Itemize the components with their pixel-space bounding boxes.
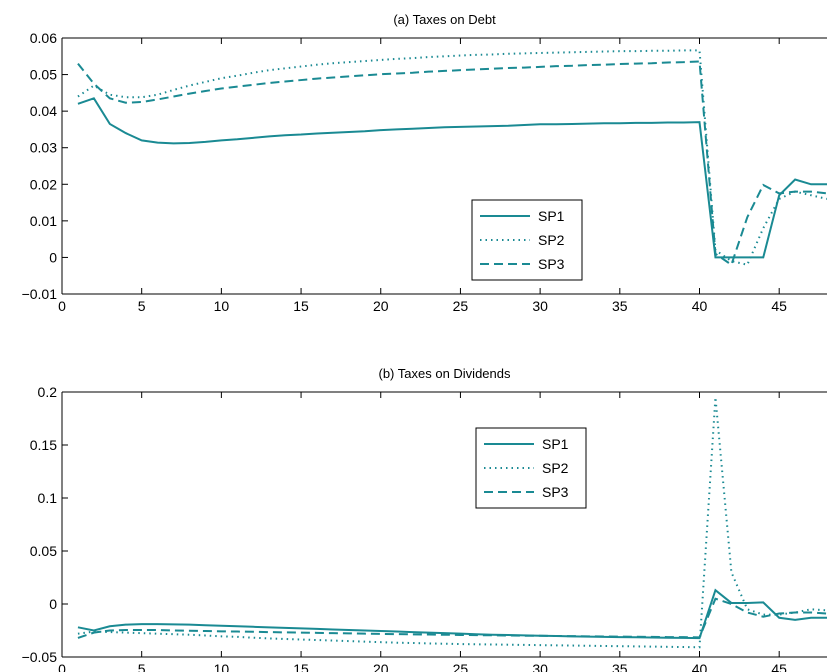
x-tick-label: 20 — [373, 661, 389, 672]
x-tick-label: 40 — [692, 298, 708, 314]
y-tick-label: −0.05 — [22, 649, 58, 665]
series-line-sp3 — [77, 60, 827, 267]
series-group — [77, 49, 827, 267]
x-tick-label: 20 — [373, 298, 389, 314]
x-tick-label: 40 — [692, 661, 708, 672]
y-tick-label: 0 — [49, 596, 57, 612]
y-tick-label: −0.01 — [22, 286, 58, 302]
series-line-sp1 — [77, 97, 827, 259]
y-tick-label: 0.2 — [38, 384, 58, 400]
legend-label-sp1: SP1 — [538, 208, 565, 224]
x-tick-label: 15 — [293, 661, 309, 672]
legend-label-sp1: SP1 — [542, 436, 569, 452]
x-tick-label: 5 — [138, 298, 146, 314]
x-tick-label: 30 — [532, 661, 548, 672]
x-tick-label: 45 — [771, 298, 787, 314]
legend: SP1 SP2 SP3 — [475, 427, 587, 509]
y-tick-label: 0.05 — [30, 67, 57, 83]
x-tick-label: 10 — [214, 661, 230, 672]
x-tick-label: 35 — [612, 298, 628, 314]
x-tick-label: 25 — [453, 298, 469, 314]
y-tick-label: 0.04 — [30, 103, 57, 119]
y-tick-label: 0.01 — [30, 213, 57, 229]
x-tick-label: 0 — [58, 298, 66, 314]
x-tick-label: 35 — [612, 661, 628, 672]
legend-box — [471, 199, 583, 281]
series-line-sp2 — [77, 397, 827, 649]
series-line-sp3 — [77, 597, 827, 639]
y-tick-label: 0.1 — [38, 490, 58, 506]
legend-label-sp2: SP2 — [542, 460, 569, 476]
series-group — [77, 397, 827, 649]
panel-taxes-on-dividends: (b) Taxes on Dividends 0 5 10 15 20 25 30 35 40 45… — [22, 366, 827, 672]
y-tick-label: 0.05 — [30, 543, 57, 559]
y-tick-label: 0.06 — [30, 30, 57, 46]
x-tick-label: 25 — [453, 661, 469, 672]
y-tick-label: 0.15 — [30, 437, 57, 453]
legend-label-sp3: SP3 — [538, 256, 565, 272]
y-tick-label: 0 — [49, 249, 57, 265]
y-tick-label: 0.02 — [30, 176, 57, 192]
chart-title: (b) Taxes on Dividends — [379, 366, 511, 381]
panel-taxes-on-debt: (a) Taxes on Debt 0 5 10 15 20 25 30 35 40 45 −0.01… — [22, 12, 827, 314]
x-tick-label: 45 — [771, 661, 787, 672]
x-tick-label: 5 — [138, 661, 146, 672]
legend-box — [475, 427, 587, 509]
x-tick-label: 10 — [214, 298, 230, 314]
series-line-sp2 — [77, 49, 827, 266]
legend-label-sp3: SP3 — [542, 484, 569, 500]
legend-label-sp2: SP2 — [538, 232, 565, 248]
y-tick-label: 0.03 — [30, 140, 57, 156]
chart-title: (a) Taxes on Debt — [393, 12, 496, 27]
legend: SP1 SP2 SP3 — [471, 199, 583, 281]
x-tick-label: 15 — [293, 298, 309, 314]
x-tick-label: 30 — [532, 298, 548, 314]
x-tick-label: 0 — [58, 661, 66, 672]
